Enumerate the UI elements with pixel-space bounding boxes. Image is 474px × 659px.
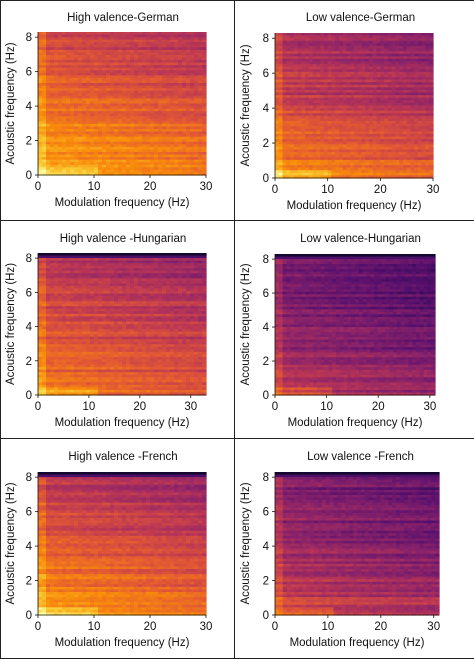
y-tick-label: 4 <box>26 101 33 113</box>
x-tick-label: 20 <box>144 181 157 193</box>
panel-title: Low valence-German <box>306 12 415 24</box>
y-tick-label: 4 <box>263 103 270 115</box>
heatmap-cells <box>38 32 207 176</box>
spectrogram-panel-high-valence-german: High valence-German 0 10 20 30 0 2 4 6 8 Modulatio… <box>0 0 234 220</box>
y-tick-label: 8 <box>26 32 32 44</box>
heatmap-cells <box>275 33 434 179</box>
heatmap-cells <box>38 253 207 396</box>
panel-title: High valence-German <box>67 12 179 24</box>
x-axis-label: Modulation frequency (Hz) <box>287 200 422 212</box>
y-tick-label: 6 <box>26 67 32 79</box>
spectrogram-panel-low-valence-german: Low valence-German 0 10 20 30 0 2 4 6 8 Modulation… <box>235 0 474 220</box>
panel-title: High valence -Hungarian <box>60 233 187 245</box>
x-tick-label: 30 <box>200 181 213 193</box>
x-axis-label: Modulation frequency (Hz) <box>55 197 190 209</box>
y-axis-label: Acoustic frequency (Hz) <box>240 44 252 166</box>
x-tick-label: 10 <box>321 184 334 196</box>
x-tick-label: 20 <box>374 184 387 196</box>
y-axis-label: Acoustic frequency (Hz) <box>5 42 17 164</box>
x-tick-label: 0 <box>272 184 278 196</box>
x-tick-label: 30 <box>427 184 440 196</box>
y-tick-label: 2 <box>263 138 269 150</box>
x-tick-label: 10 <box>88 181 101 193</box>
y-tick-label: 6 <box>263 68 269 80</box>
y-tick-label: 8 <box>263 33 269 45</box>
x-tick-label: 0 <box>35 181 41 193</box>
y-tick-label: 0 <box>26 170 32 182</box>
y-tick-label: 0 <box>263 173 269 185</box>
y-tick-label: 2 <box>26 136 32 148</box>
